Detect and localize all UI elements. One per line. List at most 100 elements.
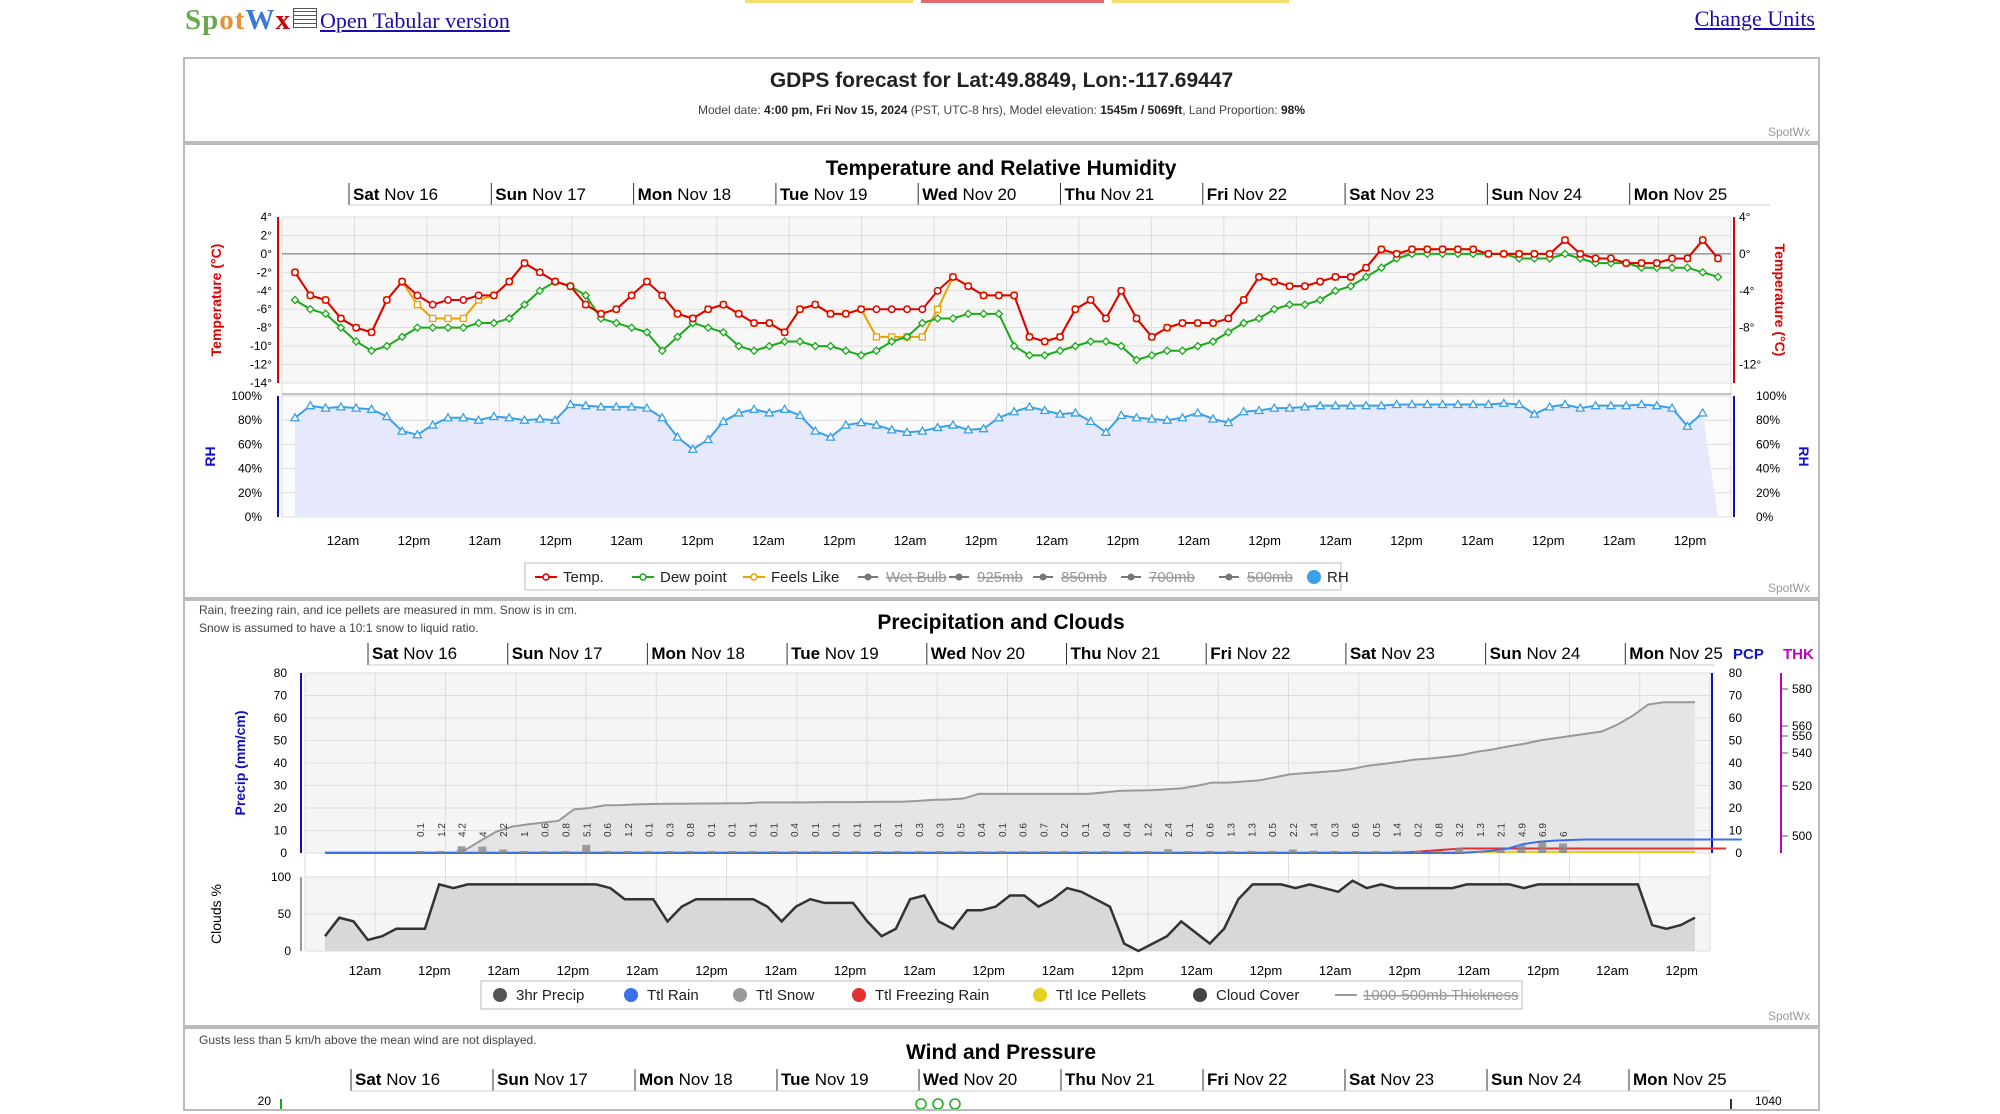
y-tick-label-right: 60	[1729, 711, 1743, 725]
precip-bar	[1434, 851, 1443, 853]
dew-point-point	[1254, 314, 1264, 323]
precip-bar	[956, 851, 965, 853]
rh-tick-label-right: 20%	[1756, 486, 1780, 500]
temp-point	[1561, 236, 1569, 245]
spotwx-logo[interactable]: SpotWx	[185, 4, 291, 36]
temp-point	[994, 291, 1003, 300]
precip-bar	[686, 851, 695, 853]
precip-bar-label: 0.1	[645, 823, 656, 837]
precip-bar	[810, 851, 819, 853]
temp-point	[841, 309, 850, 318]
rh-point	[1621, 400, 1632, 410]
temp-point	[520, 259, 529, 268]
legend-marker	[750, 573, 758, 581]
dew-point-point	[1086, 337, 1096, 346]
rh-point	[963, 424, 974, 434]
y-tick-label: 30	[274, 779, 288, 793]
time-tick-label: 12am	[1461, 533, 1494, 548]
cloud-tick-label: 100	[271, 870, 291, 884]
dew-point-point	[611, 318, 621, 328]
time-tick-label: 12am	[1319, 963, 1352, 978]
temp-point	[1270, 277, 1279, 286]
dew-point-point	[841, 346, 851, 356]
precip-bar	[1559, 843, 1567, 853]
precip-bar-label: 0.6	[1351, 823, 1362, 837]
time-tick-label: 12am	[1319, 533, 1352, 548]
precip-bar	[1268, 851, 1277, 853]
y-tick-label: 0	[280, 846, 287, 860]
y-tick-label-right: -12°	[1739, 358, 1761, 372]
temp-point	[1591, 254, 1600, 263]
precip-bar-label: 0.2	[1414, 823, 1425, 837]
rh-point	[993, 412, 1004, 422]
change-units-link[interactable]: Change Units	[1694, 6, 1815, 31]
dew-point-point	[1346, 281, 1356, 291]
temp-point	[1086, 296, 1095, 304]
dew-point-point	[1269, 304, 1279, 314]
day-label: Sat Nov 23	[1350, 644, 1435, 663]
rh-point	[1605, 400, 1617, 410]
precip-bar-label: 1.4	[1393, 823, 1404, 837]
temp-point	[734, 309, 743, 318]
table-icon[interactable]	[293, 8, 317, 28]
precip-bar-label: 2.2	[1289, 823, 1300, 837]
rh-point	[1529, 408, 1540, 418]
accent-stripe	[1112, 0, 1289, 3]
wind-pressure-panel: Gusts less than 5 km/h above the mean wi…	[183, 1027, 1820, 1111]
temp-point	[398, 277, 407, 286]
time-tick-label: 12am	[765, 963, 798, 978]
open-tabular-link[interactable]: Open Tabular version	[320, 8, 510, 33]
precip-bar	[1330, 851, 1339, 853]
rh-point	[1315, 400, 1326, 410]
chart-title: Temperature and Relative Humidity	[826, 157, 1177, 180]
rh-point	[840, 419, 851, 429]
temp-point	[1408, 245, 1416, 254]
time-tick-label: 12pm	[1388, 963, 1421, 978]
cloud-area	[325, 880, 1695, 951]
legend-marker	[639, 573, 647, 581]
precip-bar	[1018, 851, 1027, 853]
dew-point-point	[1315, 295, 1325, 305]
precip-bar	[540, 851, 549, 853]
dew-point-point	[382, 341, 392, 351]
dew-point-point	[535, 286, 545, 296]
chart-title: Wind and Pressure	[906, 1041, 1096, 1064]
rh-point	[1544, 401, 1555, 411]
precip-bar	[1371, 851, 1380, 853]
rh-point	[1391, 399, 1402, 409]
cloud-line	[324, 879, 1696, 953]
y-tick-label: 2°	[261, 228, 273, 242]
gust-marker	[932, 1098, 944, 1110]
day-label: Fri Nov 22	[1207, 185, 1287, 204]
precip-bar	[416, 851, 424, 853]
rh-point	[1284, 402, 1295, 412]
precip-bar-label: 0.1	[749, 823, 760, 837]
precip-bar	[1039, 851, 1048, 853]
y-tick-label: -4°	[257, 284, 273, 298]
precip-bar-label: 0.5	[1268, 823, 1279, 837]
day-label: Mon Nov 25	[1629, 644, 1723, 663]
legend-marker	[1039, 573, 1047, 581]
temp-point	[367, 328, 376, 337]
y-tick-label: -12°	[250, 358, 272, 372]
time-tick-label: 12pm	[681, 533, 714, 548]
precip-bar	[603, 851, 612, 853]
temp-point	[1163, 323, 1172, 332]
temp-point	[811, 300, 820, 309]
rh-point	[1666, 402, 1678, 412]
rh-point	[351, 402, 362, 412]
dew-point-point	[1239, 318, 1249, 328]
temp-point	[505, 277, 514, 286]
thk-tick-label: 540	[1792, 746, 1812, 760]
rh-point	[1177, 412, 1188, 422]
temp-point	[1622, 259, 1631, 268]
precip-bar	[769, 851, 778, 853]
day-label: Sat Nov 23	[1349, 1070, 1434, 1089]
time-tick-label: 12pm	[1250, 963, 1283, 978]
time-tick-label: 12am	[626, 963, 659, 978]
temp-point	[1453, 245, 1462, 254]
rh-point	[320, 402, 331, 412]
precip-bar	[1247, 850, 1256, 853]
rh-point	[1682, 420, 1693, 430]
dew-point-point	[933, 314, 943, 323]
